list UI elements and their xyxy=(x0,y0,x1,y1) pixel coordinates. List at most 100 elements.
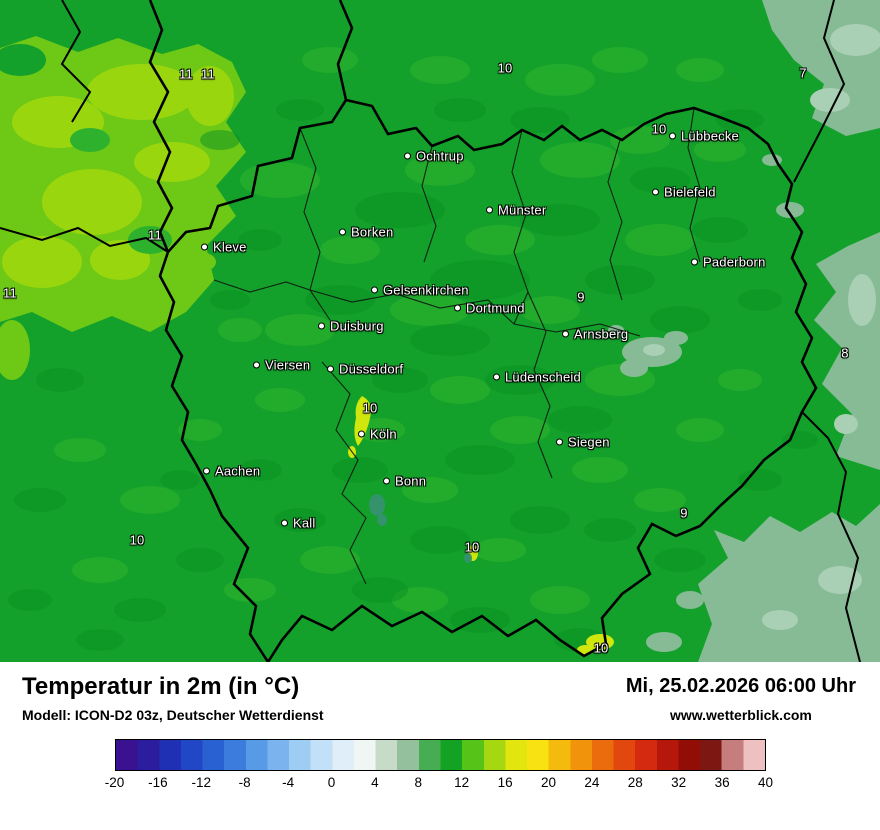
city-dot xyxy=(556,438,563,446)
city-label: Bielefeld xyxy=(664,184,716,200)
map-title: Temperatur in 2m (in °C) xyxy=(22,673,300,700)
region-warm-lowlands xyxy=(0,36,246,380)
city-label: Dortmund xyxy=(466,300,525,316)
colorbar-tick-label: 0 xyxy=(327,775,336,790)
city-marker: Lüdenscheid xyxy=(493,370,581,385)
city-dot xyxy=(454,304,461,312)
state-borders xyxy=(0,0,861,662)
footer-left: Temperatur in 2m (in °C) Modell: ICON-D2… xyxy=(22,673,324,723)
city-dot xyxy=(371,286,378,294)
city-label: Borken xyxy=(351,224,394,240)
temperature-value: 11 xyxy=(201,66,215,82)
city-dot xyxy=(383,477,390,485)
colorbar-tick-label: 40 xyxy=(757,775,774,790)
city-label: Lübbecke xyxy=(681,128,739,144)
city-label: Siegen xyxy=(568,434,610,450)
temperature-value: 7 xyxy=(799,65,807,81)
city-label: Kleve xyxy=(213,239,247,255)
city-marker: Kall xyxy=(281,516,315,531)
city-marker: Viersen xyxy=(253,358,310,373)
footer-right: Mi, 25.02.2026 06:00 Uhr www.wetterblick… xyxy=(626,673,856,723)
city-dot xyxy=(281,519,288,527)
city-label: Duisburg xyxy=(330,318,384,334)
city-dot xyxy=(253,361,260,369)
city-label: Ochtrup xyxy=(416,148,464,164)
colorbar-tick-label: 36 xyxy=(714,775,730,790)
valid-datetime: Mi, 25.02.2026 06:00 Uhr xyxy=(625,675,856,697)
city-dot xyxy=(404,152,411,160)
colorbar-tick-label: 8 xyxy=(414,775,423,790)
colorbar-tick-label: 4 xyxy=(371,775,379,790)
city-marker: Borken xyxy=(339,225,393,240)
city-label: Gelsenkirchen xyxy=(383,282,469,298)
city-marker: Siegen xyxy=(556,435,610,450)
city-dot xyxy=(493,373,500,381)
city-marker: Bonn xyxy=(383,474,426,489)
city-dot xyxy=(669,132,676,140)
colorbar-tick-label: -12 xyxy=(191,775,212,790)
city-marker: Aachen xyxy=(203,464,260,479)
temperature-value: 11 xyxy=(179,66,193,82)
colorbar-tick-label: -20 xyxy=(104,775,125,790)
colorbar-tick-label: 24 xyxy=(584,775,600,790)
city-label: Münster xyxy=(498,202,547,218)
footer: Temperatur in 2m (in °C) Modell: ICON-D2… xyxy=(0,662,880,830)
city-dot xyxy=(327,365,334,373)
city-label: Lüdenscheid xyxy=(505,369,581,385)
colorbar-tick-label: -4 xyxy=(282,775,295,790)
city-marker: Duisburg xyxy=(318,319,384,334)
city-marker: Ochtrup xyxy=(404,149,464,164)
city-dot xyxy=(203,467,210,475)
colorbar-tick-label: -8 xyxy=(238,775,251,790)
city-label: Aachen xyxy=(215,463,261,479)
city-dot xyxy=(358,430,365,438)
city-label: Bonn xyxy=(395,473,427,489)
temperature-value: 10 xyxy=(129,532,145,548)
city-dot xyxy=(201,243,208,251)
city-marker: Bielefeld xyxy=(652,185,716,200)
city-marker: Düsseldorf xyxy=(327,362,403,377)
city-layer: Ochtrup Münster Lübbecke Bielefeld Borken Kle… xyxy=(201,129,766,531)
colorbar-ticks: -20 -16 -12 -8 -4 0 4 8 12 16 20 24 28 32 36 40 xyxy=(105,775,773,795)
city-label: Kall xyxy=(293,515,316,531)
region-cold-highlands xyxy=(608,0,880,662)
city-marker: Paderborn xyxy=(691,255,766,270)
temperature-value: 11 xyxy=(148,227,162,243)
temperature-value: 10 xyxy=(464,539,480,555)
temperature-value: 8 xyxy=(841,345,849,361)
temperature-value: 11 xyxy=(3,285,17,301)
city-marker: Lübbecke xyxy=(669,129,739,144)
city-label: Paderborn xyxy=(703,254,766,270)
temperature-value: 10 xyxy=(651,121,667,137)
city-marker: Arnsberg xyxy=(562,327,628,342)
city-label: Köln xyxy=(370,426,397,442)
city-dot xyxy=(652,188,659,196)
temperature-value: 10 xyxy=(497,60,513,76)
colorbar-wrap: -20 -16 -12 -8 -4 0 4 8 12 16 20 24 28 32 36 40 xyxy=(105,739,773,795)
colorbar-gradient xyxy=(114,739,766,771)
colorbar-tick-label: -16 xyxy=(148,775,168,790)
city-marker: Kleve xyxy=(201,240,247,255)
website-credit: www.wetterblick.com xyxy=(670,707,812,723)
model-info: Modell: ICON-D2 03z, Deutscher Wetterdie… xyxy=(22,706,324,723)
city-dot xyxy=(318,322,325,330)
district-borders xyxy=(213,107,701,585)
weather-map: Ochtrup Münster Lübbecke Bielefeld Borken Kle… xyxy=(0,0,880,662)
temperature-value: 10 xyxy=(593,640,609,656)
city-marker: Dortmund xyxy=(454,301,525,316)
city-marker: Münster xyxy=(486,203,546,218)
city-label: Düsseldorf xyxy=(339,361,404,377)
city-label: Arnsberg xyxy=(574,326,629,342)
colorbar-tick-label: 16 xyxy=(497,775,513,790)
city-dot xyxy=(486,206,493,214)
colorbar-tick-label: 20 xyxy=(540,775,557,790)
map-terrain xyxy=(0,0,880,662)
city-label: Viersen xyxy=(265,357,311,373)
temperature-value: 9 xyxy=(577,289,585,305)
city-marker: Köln xyxy=(358,427,397,442)
colorbar-tick-label: 12 xyxy=(454,775,470,790)
city-dot xyxy=(691,258,698,266)
colorbar-tick-label: 32 xyxy=(671,775,687,790)
temperature-value: 10 xyxy=(362,400,378,416)
city-dot xyxy=(562,330,569,338)
